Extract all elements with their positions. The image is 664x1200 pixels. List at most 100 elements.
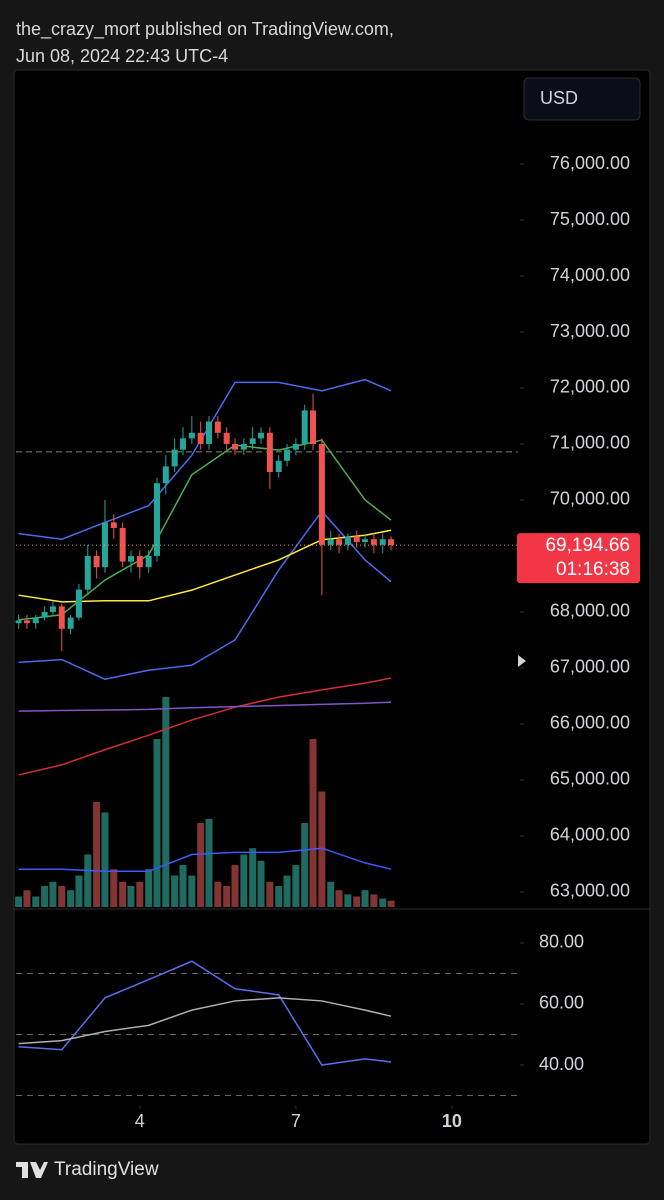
volume-bar [353,896,361,907]
volume-bar [223,886,231,907]
candle-body [370,539,377,545]
overlay-line [18,701,392,712]
last-price-box [517,533,640,584]
y-tick-label: 75,000.00 [550,209,630,229]
volume-bar [309,739,317,907]
candle-body [353,536,360,542]
candle-body [232,443,239,450]
volume-bar [344,894,352,907]
candle-body [214,421,221,433]
candle-body [301,410,308,444]
candle-body [197,432,204,444]
currency-button[interactable] [523,77,641,121]
volume-bar [370,894,378,907]
candle-body [84,555,91,590]
volume-bar [67,890,75,907]
volume-bar [145,869,153,907]
volume-bar [15,896,23,907]
volume-bar [110,869,118,907]
volume-bar [119,881,127,907]
candle-body [318,443,325,545]
volume-bar [101,812,109,907]
volume-bar [257,860,265,907]
y-tick-label: 73,000.00 [550,321,630,341]
volume-bar [188,875,196,907]
candle-body [32,617,39,624]
volume-bar [84,854,92,907]
candle-body [266,432,273,472]
candle-body [362,539,369,542]
y-tick-label: 63,000.00 [550,881,630,901]
currency-label: USD [540,88,578,108]
overlay-line [18,378,392,540]
volume-bar [361,890,369,907]
candle-body [310,410,317,444]
volume-bar [266,881,274,907]
brand-name: TradingView [54,1159,159,1180]
volume-bar [75,875,83,907]
volume-bar [153,739,161,907]
x-tick-label: 10 [442,1111,462,1131]
candle-body [49,606,56,612]
scroll-arrow[interactable] [518,655,526,667]
volume-bar [214,881,222,907]
candle-body [292,443,299,450]
candle-body [188,432,195,439]
volume-bar [205,818,213,907]
y-tick-label: 76,000.00 [550,153,630,173]
brand-logo [16,1162,48,1178]
candle-body [179,438,186,450]
volume-bar [179,865,187,907]
candle-body [67,617,74,629]
volume-bar [162,697,170,907]
candle-body [223,432,230,444]
volume-bar [283,875,291,907]
volume-bar [32,896,40,907]
overlay-line [18,529,392,603]
x-tick-label: 4 [135,1111,145,1131]
y-tick-label: 74,000.00 [550,265,630,285]
volume-bar [49,881,57,907]
candle-body [127,555,134,562]
candle-body [119,527,126,562]
candle-body [75,589,82,618]
overlay-line [18,677,392,776]
volume-bar [327,881,335,907]
volume-bar [240,854,248,907]
volume-bar [93,802,101,907]
candle-body [249,438,256,444]
candle-body [171,449,178,467]
candle-body [58,606,65,629]
candle-body [379,539,386,545]
y-tick-label: 65,000.00 [550,769,630,789]
candle-body [145,555,152,568]
volume-bar [387,900,395,907]
volume-bar [197,823,205,907]
y-tick-label: 40.00 [539,1054,584,1074]
x-tick-label: 7 [291,1111,301,1131]
candle-body [388,539,395,546]
y-tick-label: 66,000.00 [550,713,630,733]
overlay-line [18,439,392,621]
volume-bar [231,865,239,907]
author-line: the_crazy_mort published on TradingView.… [16,19,394,40]
candle-body [110,522,117,528]
y-tick-label: 71,000.00 [550,433,630,453]
candle-body [23,620,30,624]
candle-body [327,539,334,545]
candle-body [275,460,282,472]
y-tick-label: 68,000.00 [550,601,630,621]
rsi-line [18,997,392,1045]
volume-bar [379,898,387,907]
candle-body [336,539,343,545]
candle-body [153,483,160,556]
volume-bar [58,886,66,907]
date-line: Jun 08, 2024 22:43 UTC-4 [16,46,228,66]
y-tick-label: 80.00 [539,932,584,952]
volume-bar [335,890,343,907]
candle-body [136,555,143,568]
rsi-line [18,960,392,1066]
volume-bar [23,890,31,907]
overlay-line [18,510,392,680]
